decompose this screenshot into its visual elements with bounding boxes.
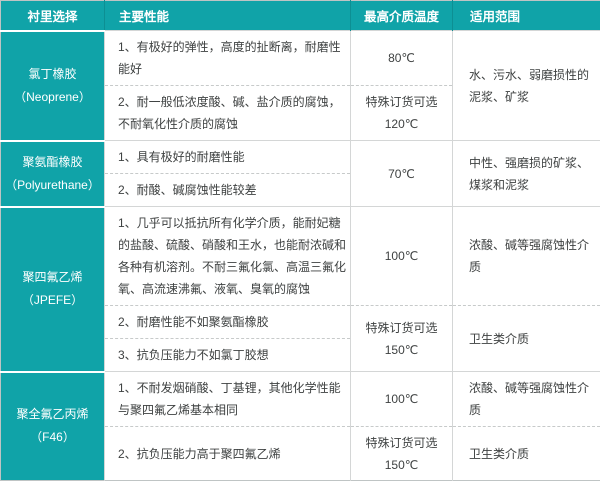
temperature-cell: 70℃	[351, 141, 453, 207]
application-cell: 浓酸、碱等强腐蚀性介质	[453, 372, 600, 427]
column-header-temperature: 最高介质温度	[351, 1, 453, 31]
application-cell: 浓酸、碱等强腐蚀性介质	[453, 207, 600, 306]
performance-item: 2、耐一般低浓度酸、碱、盐介质的腐蚀，不耐氧化性介质的腐蚀	[105, 86, 351, 141]
temperature-cell: 80℃	[351, 31, 453, 86]
temperature-value: 150℃	[352, 339, 451, 361]
material-subname: （Neoprene）	[2, 86, 103, 109]
application-text: 浓酸、碱等强腐蚀性介质	[469, 234, 594, 278]
performance-item: 1、不耐发烟硝酸、丁基锂，其他化学性能与聚四氟乙烯基本相同	[105, 372, 351, 427]
table-row: 聚全氟乙丙烯 （F46） 1、不耐发烟硝酸、丁基锂，其他化学性能与聚四氟乙烯基本…	[1, 372, 600, 427]
material-cell-f46: 聚全氟乙丙烯 （F46）	[1, 372, 105, 481]
application-cell: 中性、强磨损的矿浆、煤浆和泥浆	[453, 141, 600, 207]
material-name: 聚氨酯橡胶	[2, 151, 103, 174]
performance-text: 2、耐酸、碱腐蚀性能较差	[118, 179, 346, 201]
application-text: 中性、强磨损的矿浆、煤浆和泥浆	[469, 152, 594, 196]
performance-item: 1、几乎可以抵抗所有化学介质，能耐妃糖的盐酸、硫酸、硝酸和王水，也能耐浓碱和各种…	[105, 207, 351, 306]
application-text: 卫生类介质	[469, 328, 594, 350]
header-row: 衬里选择 主要性能 最高介质温度 适用范围	[1, 1, 600, 31]
temperature-note: 特殊订货可选	[352, 432, 451, 454]
material-cell-polyurethane: 聚氨酯橡胶 （Polyurethane）	[1, 141, 105, 207]
application-text: 浓酸、碱等强腐蚀性介质	[469, 377, 594, 421]
performance-text: 2、耐磨性能不如聚氨酯橡胶	[118, 311, 346, 333]
application-cell: 卫生类介质	[453, 306, 600, 372]
temperature-note: 特殊订货可选	[352, 317, 451, 339]
table-row: 氯丁橡胶 （Neoprene） 1、有极好的弹性，高度的扯断离，耐磨性能好 80…	[1, 31, 600, 86]
performance-text: 1、具有极好的耐磨性能	[118, 146, 346, 168]
material-cell-ptfe: 聚四氟乙烯 （JPEFE）	[1, 207, 105, 372]
temperature-cell: 特殊订货可选 150℃	[351, 306, 453, 372]
temperature-value: 150℃	[352, 454, 451, 476]
material-subname: （F46）	[2, 426, 103, 449]
performance-text: 3、抗负压能力不如氯丁胶想	[118, 344, 346, 366]
material-cell-neoprene: 氯丁橡胶 （Neoprene）	[1, 31, 105, 141]
application-text: 卫生类介质	[469, 443, 594, 465]
performance-text: 1、有极好的弹性，高度的扯断离，耐磨性能好	[118, 36, 346, 80]
material-subname: （JPEFE）	[2, 289, 103, 312]
application-cell: 卫生类介质	[453, 427, 600, 481]
temperature-cell: 100℃	[351, 372, 453, 427]
column-header-application: 适用范围	[453, 1, 600, 31]
performance-text: 1、不耐发烟硝酸、丁基锂，其他化学性能与聚四氟乙烯基本相同	[118, 377, 346, 421]
column-header-lining: 衬里选择	[1, 1, 105, 31]
temperature-value: 100℃	[352, 388, 451, 410]
temperature-cell: 特殊订货可选 150℃	[351, 427, 453, 481]
temperature-value: 80℃	[352, 47, 451, 69]
performance-item: 3、抗负压能力不如氯丁胶想	[105, 339, 351, 372]
column-header-performance: 主要性能	[105, 1, 351, 31]
temperature-value: 70℃	[352, 163, 451, 185]
performance-item: 2、抗负压能力高于聚四氟乙烯	[105, 427, 351, 481]
temperature-cell: 100℃	[351, 207, 453, 306]
table-row: 聚四氟乙烯 （JPEFE） 1、几乎可以抵抗所有化学介质，能耐妃糖的盐酸、硫酸、…	[1, 207, 600, 306]
material-name: 聚四氟乙烯	[2, 266, 103, 289]
performance-item: 1、具有极好的耐磨性能	[105, 141, 351, 174]
performance-text: 2、耐一般低浓度酸、碱、盐介质的腐蚀，不耐氧化性介质的腐蚀	[118, 91, 346, 135]
performance-text: 2、抗负压能力高于聚四氟乙烯	[118, 443, 346, 465]
material-subname: （Polyurethane）	[2, 174, 103, 197]
temperature-value: 100℃	[352, 245, 451, 267]
material-name: 氯丁橡胶	[2, 63, 103, 86]
temperature-cell: 特殊订货可选 120℃	[351, 86, 453, 141]
performance-item: 2、耐磨性能不如聚氨酯橡胶	[105, 306, 351, 339]
performance-text: 1、几乎可以抵抗所有化学介质，能耐妃糖的盐酸、硫酸、硝酸和王水，也能耐浓碱和各种…	[118, 212, 346, 300]
application-cell: 水、污水、弱磨损性的泥浆、矿浆	[453, 31, 600, 141]
performance-item: 1、有极好的弹性，高度的扯断离，耐磨性能好	[105, 31, 351, 86]
application-text: 水、污水、弱磨损性的泥浆、矿浆	[469, 64, 594, 108]
temperature-note: 特殊订货可选	[352, 91, 451, 113]
material-name: 聚全氟乙丙烯	[2, 403, 103, 426]
table-row: 聚氨酯橡胶 （Polyurethane） 1、具有极好的耐磨性能 70℃ 中性、…	[1, 141, 600, 174]
performance-item: 2、耐酸、碱腐蚀性能较差	[105, 174, 351, 207]
temperature-value: 120℃	[352, 113, 451, 135]
